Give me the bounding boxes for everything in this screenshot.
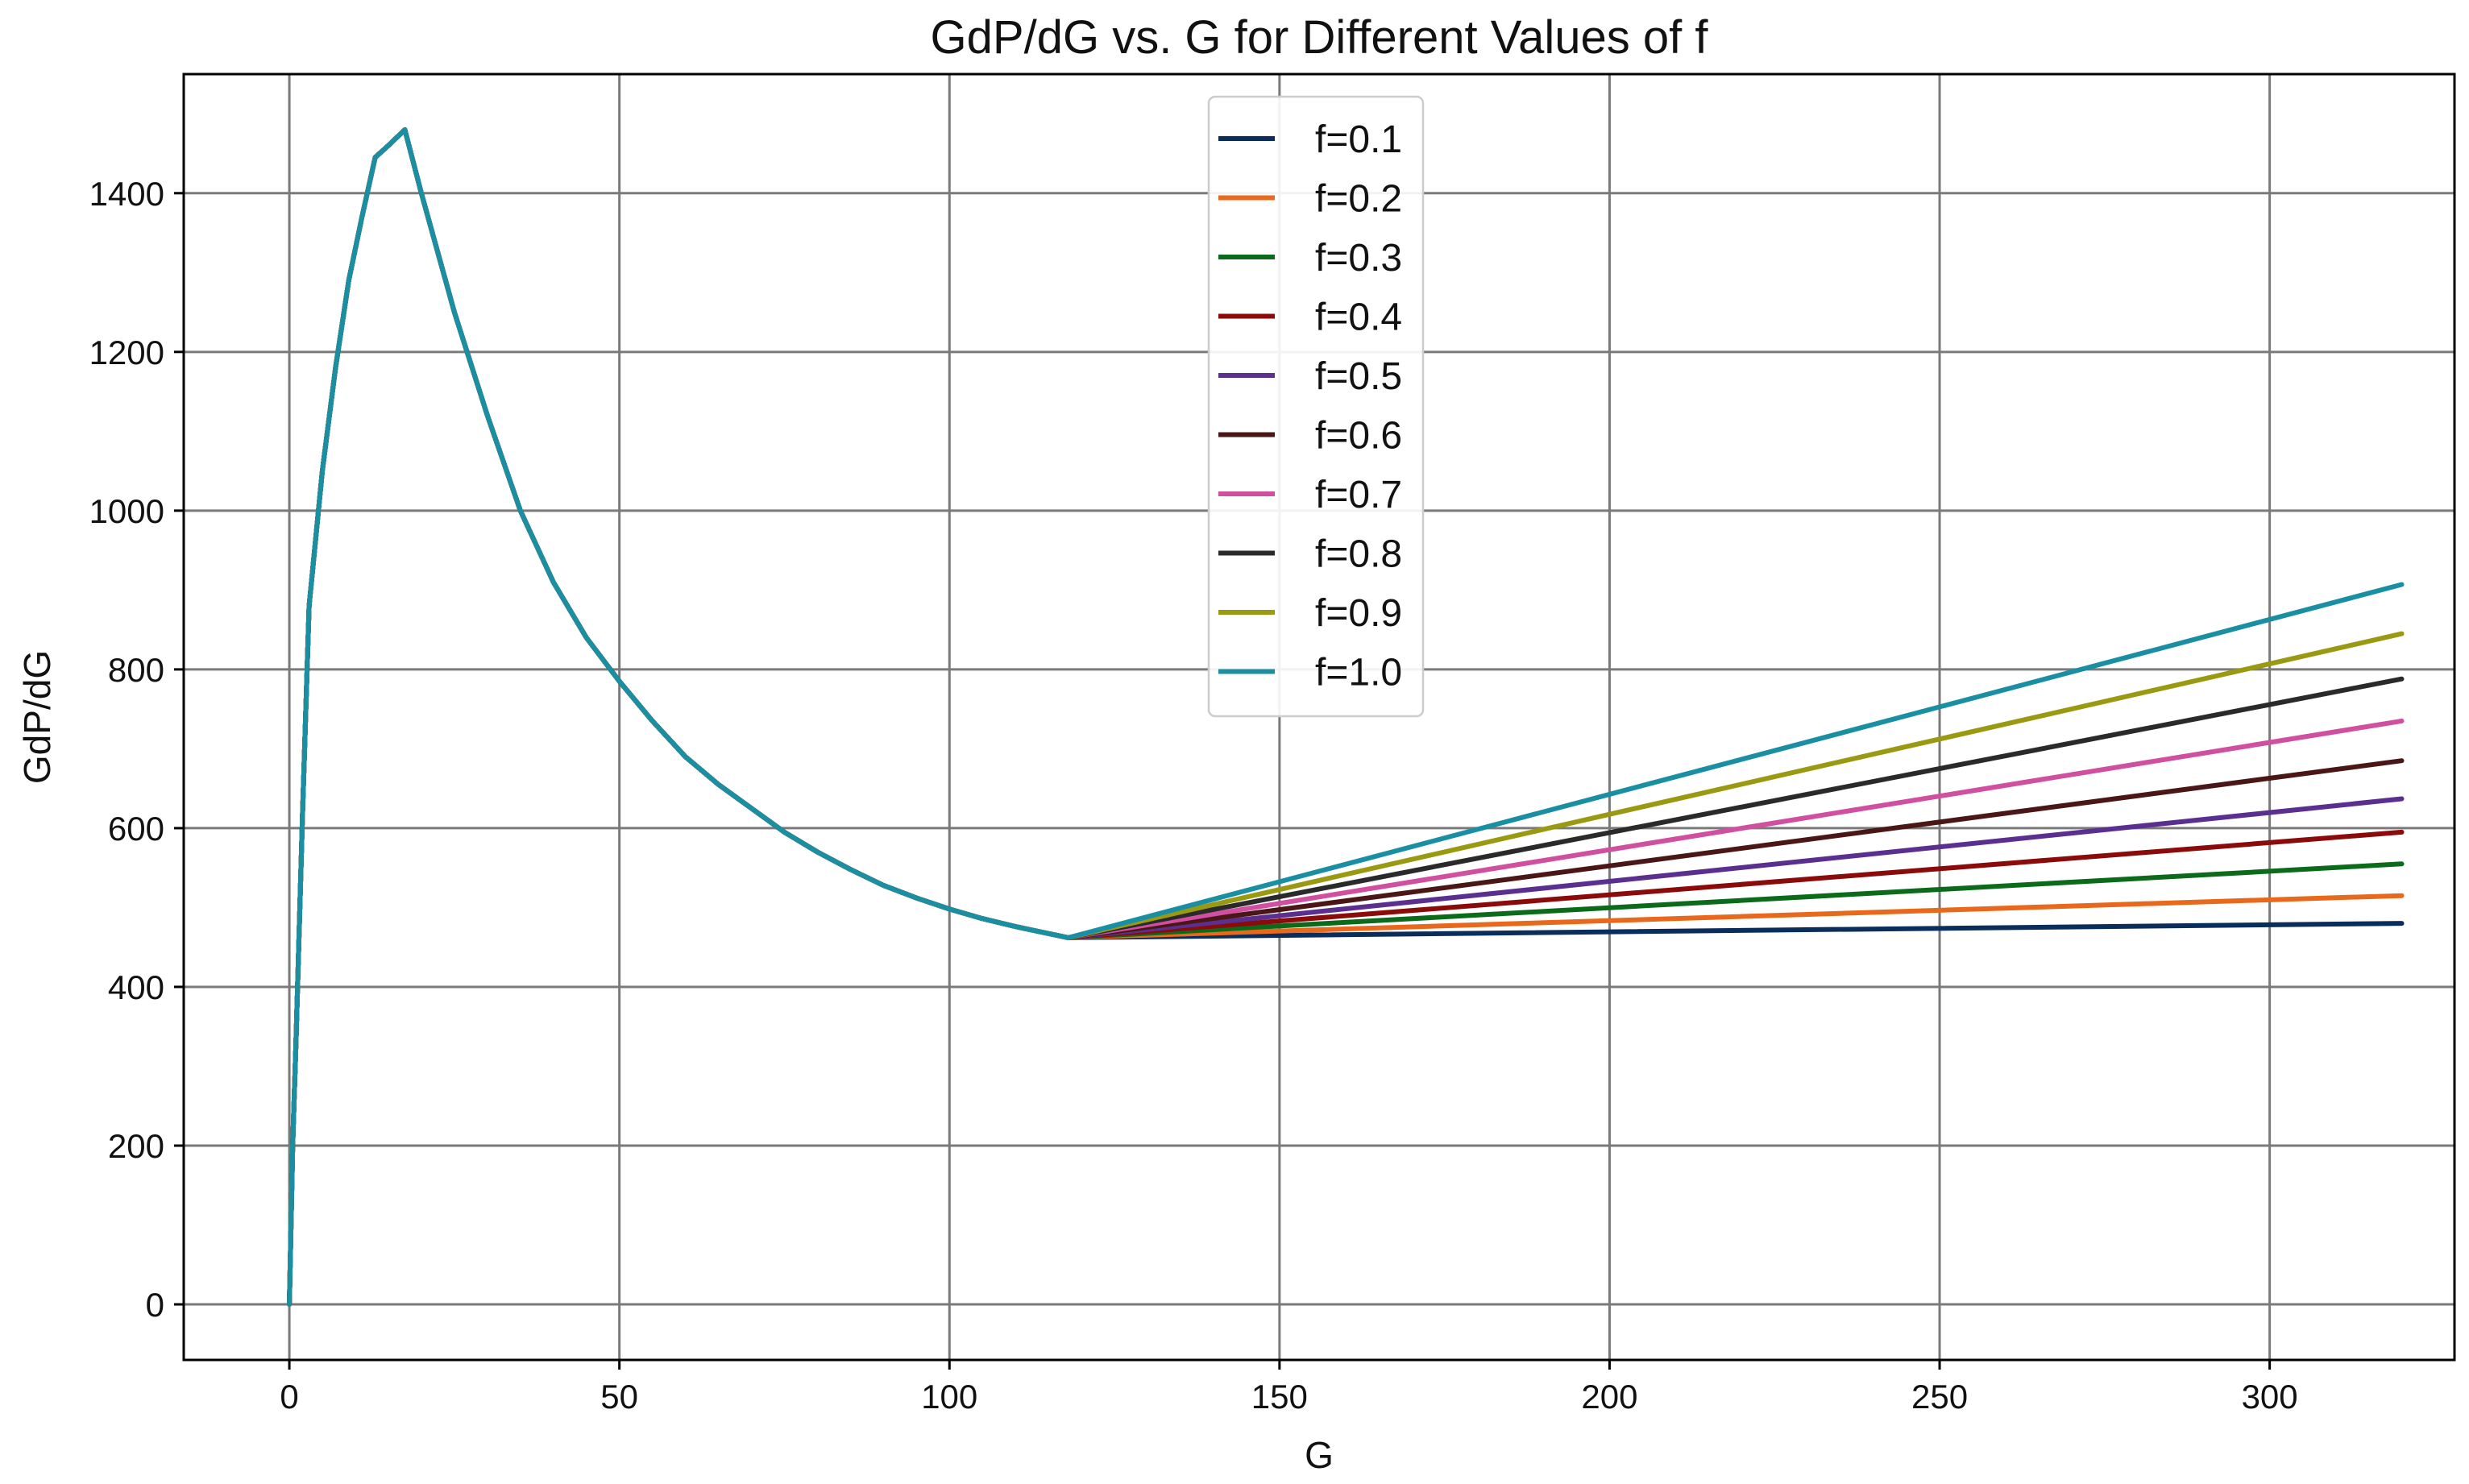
y-tick-label: 600 bbox=[108, 810, 164, 848]
y-tick-label: 1000 bbox=[89, 492, 164, 530]
x-tick-label: 300 bbox=[2242, 1378, 2298, 1416]
legend-label-f-0-3: f=0.3 bbox=[1315, 237, 1402, 280]
legend-label-f-0-8: f=0.8 bbox=[1315, 533, 1402, 576]
y-tick-label: 200 bbox=[108, 1127, 164, 1165]
legend: f=0.1 f=0.2 f=0.3 f=0.4 f=0.5 f=0.6 f=0.7 f=0.8… bbox=[1207, 95, 1425, 718]
axis-ticks: 0 50 100 150 200 250 300 0 200 400 600 800 1000 1200 1… bbox=[89, 175, 2298, 1416]
legend-label-f-1-0: f=1.0 bbox=[1315, 652, 1402, 694]
legend-label-f-0-4: f=0.4 bbox=[1315, 296, 1402, 339]
legend-label-f-0-7: f=0.7 bbox=[1315, 474, 1402, 516]
y-tick-label: 0 bbox=[146, 1286, 164, 1324]
y-tick-label: 1400 bbox=[89, 175, 164, 213]
legend-label-f-0-6: f=0.6 bbox=[1315, 415, 1402, 458]
x-tick-label: 0 bbox=[280, 1378, 298, 1416]
x-tick-label: 50 bbox=[600, 1378, 638, 1416]
legend-label-f-0-1: f=0.1 bbox=[1315, 118, 1402, 161]
y-tick-label: 800 bbox=[108, 651, 164, 689]
plot-area-frame bbox=[182, 73, 2456, 1362]
chart-title: GdP/dG vs. G for Different Values of f bbox=[931, 11, 1709, 64]
x-axis-label: G bbox=[1305, 1434, 1334, 1476]
x-tick-label: 150 bbox=[1251, 1378, 1308, 1416]
x-tick-label: 100 bbox=[921, 1378, 977, 1416]
legend-box bbox=[1207, 95, 1425, 718]
series-lines bbox=[287, 127, 2405, 1307]
legend-label-f-0-9: f=0.9 bbox=[1315, 592, 1402, 635]
y-axis-label: GdP/dG bbox=[16, 650, 58, 784]
legend-label-f-0-2: f=0.2 bbox=[1315, 178, 1402, 221]
x-tick-label: 250 bbox=[1911, 1378, 1968, 1416]
series-line-f-1-0 bbox=[287, 127, 2405, 1307]
y-tick-label: 400 bbox=[108, 968, 164, 1006]
legend-label-f-0-5: f=0.5 bbox=[1315, 355, 1402, 398]
x-tick-label: 200 bbox=[1581, 1378, 1637, 1416]
y-tick-label: 1200 bbox=[89, 334, 164, 371]
